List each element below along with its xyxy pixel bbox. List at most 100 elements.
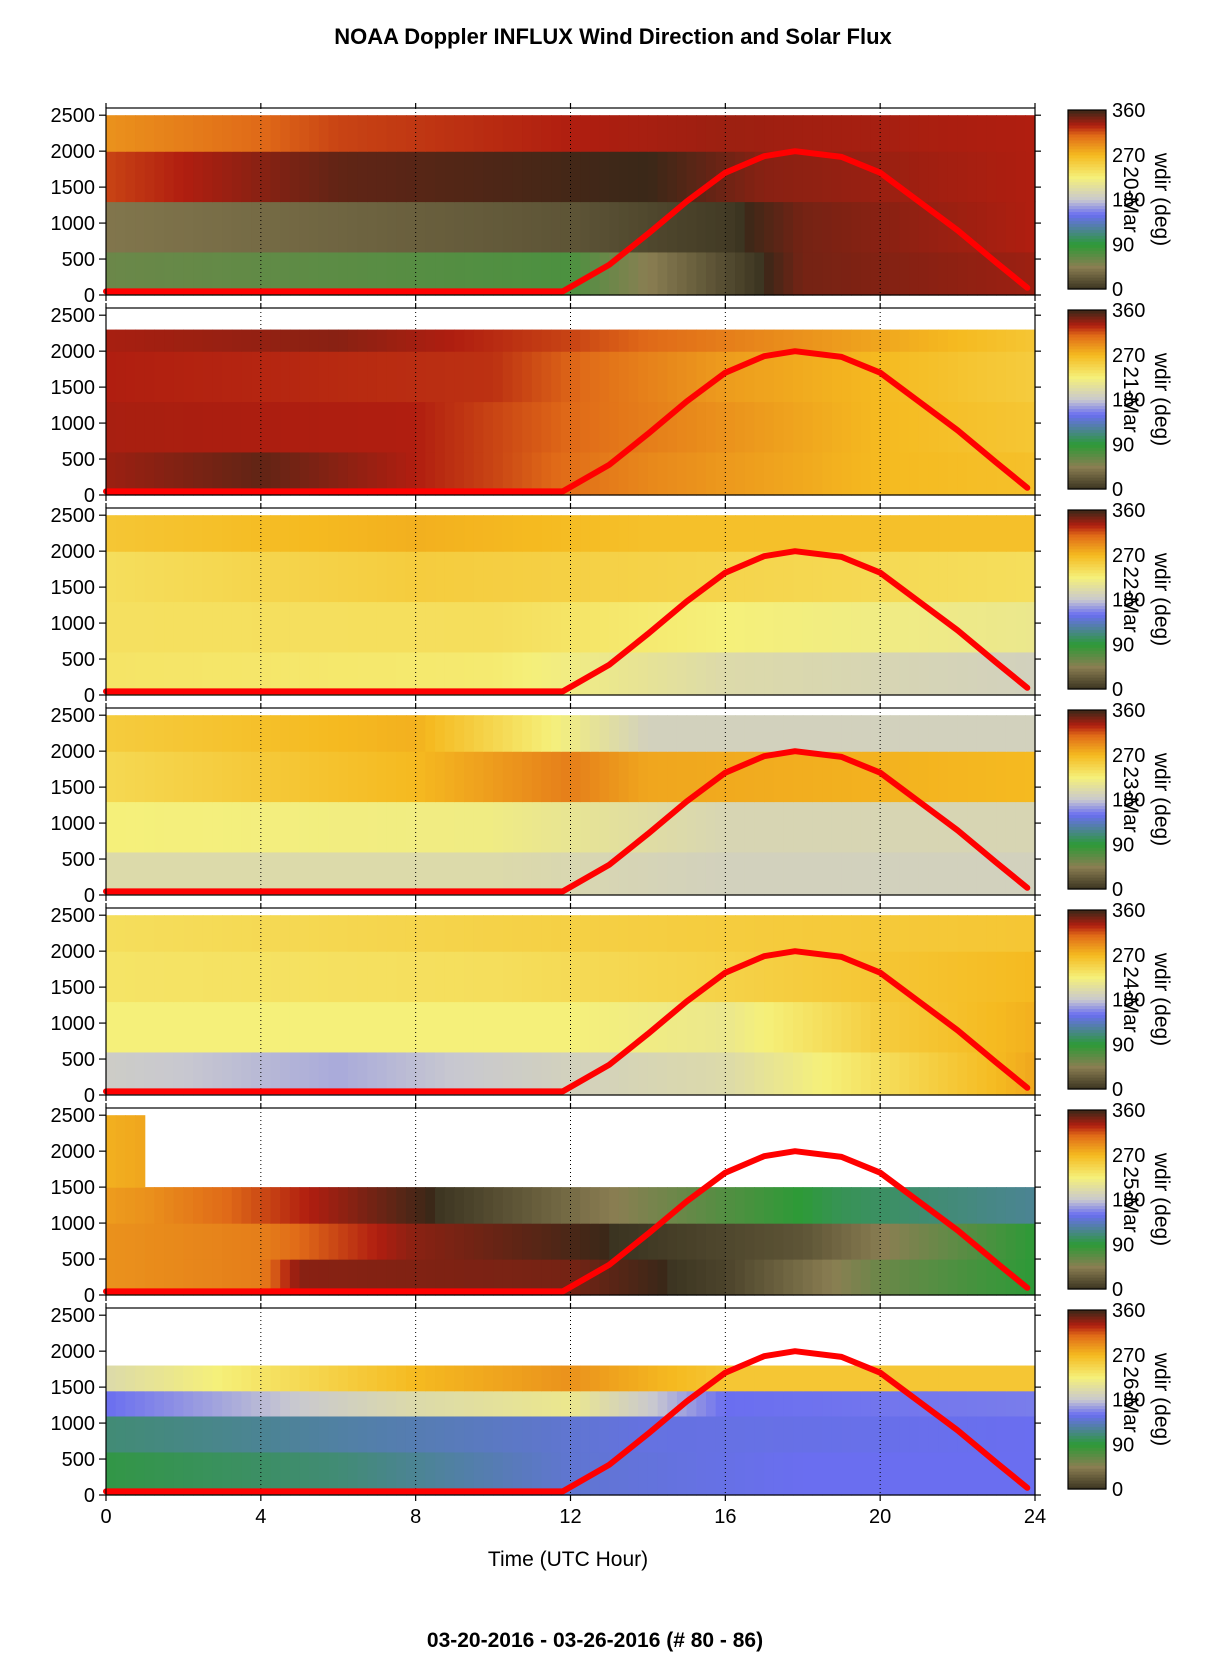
heatmap-cell <box>289 551 301 603</box>
heatmap-cell <box>106 915 117 952</box>
heatmap-cell <box>386 801 397 853</box>
heatmap-cell <box>551 329 562 352</box>
heatmap-cell <box>473 851 485 896</box>
y-tick-label: 2000 <box>51 1141 96 1163</box>
heatmap-cell <box>135 151 146 203</box>
colorbar-segment <box>1068 1005 1106 1010</box>
colorbar-segment <box>1068 1480 1106 1484</box>
heatmap-cell <box>812 115 823 152</box>
heatmap-cell <box>115 1051 126 1096</box>
heatmap-cell <box>251 201 262 253</box>
heatmap-cell <box>318 1451 330 1496</box>
heatmap-cell <box>531 1415 543 1453</box>
heatmap-cell <box>531 851 543 896</box>
heatmap-cell <box>173 551 185 603</box>
heatmap-cell <box>570 1051 581 1096</box>
heatmap-cell <box>957 115 968 152</box>
heatmap-cell <box>860 951 872 1003</box>
heatmap-cell <box>376 1187 388 1224</box>
heatmap-cell <box>483 715 494 752</box>
heatmap-cell <box>299 201 310 253</box>
heatmap-cell <box>251 151 262 203</box>
chart-title: NOAA Doppler INFLUX Wind Direction and S… <box>334 24 892 49</box>
colorbar-segment <box>1068 966 1106 971</box>
heatmap-cell <box>106 351 117 403</box>
heatmap-cell <box>415 1415 426 1453</box>
heatmap-cell <box>744 851 755 896</box>
colorbar-tick-label: 180 <box>1112 1190 1145 1212</box>
heatmap-cell <box>696 451 707 496</box>
heatmap-cell <box>493 1001 504 1053</box>
colorbar-tick-label: 270 <box>1112 945 1145 967</box>
heatmap-cell <box>938 1051 949 1096</box>
colorbar-tick-label: 180 <box>1112 990 1145 1012</box>
heatmap-cell <box>938 651 949 696</box>
colorbar-segment <box>1068 936 1106 941</box>
heatmap-cell <box>435 801 446 853</box>
heatmap-cell <box>347 1001 359 1053</box>
heatmap-cell <box>957 1451 968 1496</box>
heatmap-cell <box>744 1187 755 1224</box>
heatmap-cell <box>570 1390 581 1417</box>
x-tick-label: 8 <box>410 1506 421 1528</box>
heatmap-cell <box>270 115 281 152</box>
heatmap-cell <box>967 915 978 952</box>
heatmap-cell <box>560 651 572 696</box>
heatmap-cell <box>812 715 823 752</box>
heatmap-cell <box>841 201 852 253</box>
heatmap-cell <box>212 715 223 752</box>
heatmap-cell <box>270 1390 281 1417</box>
heatmap-cell <box>947 1259 959 1296</box>
heatmap-cell <box>318 1365 330 1392</box>
heatmap-cell <box>1005 329 1017 352</box>
heatmap-cell <box>473 1223 485 1260</box>
heatmap-cell <box>405 1365 417 1392</box>
y-tick-label: 1000 <box>51 613 96 635</box>
heatmap-cell <box>822 151 833 203</box>
heatmap-cell <box>367 1259 378 1296</box>
heatmap-cell <box>435 401 446 453</box>
heatmap-cell <box>289 1415 301 1453</box>
heatmap-cell <box>764 515 775 552</box>
heatmap-cell <box>444 1187 455 1224</box>
heatmap-cell <box>928 601 939 653</box>
heatmap-cell <box>909 601 920 653</box>
heatmap-cell <box>870 1187 881 1224</box>
heatmap-cell <box>676 551 688 603</box>
heatmap-cell <box>909 751 920 803</box>
colorbar-segment <box>1068 357 1106 362</box>
heatmap-cell <box>502 951 514 1003</box>
heatmap-cell <box>1005 1223 1017 1260</box>
heatmap-cell <box>309 801 320 853</box>
heatmap-cell <box>193 401 204 453</box>
heatmap-cell <box>947 1415 959 1453</box>
heatmap-cell <box>309 1187 320 1224</box>
colorbar-tick-label: 270 <box>1112 1145 1145 1167</box>
heatmap-cell <box>164 915 175 952</box>
heatmap-cell <box>657 715 668 752</box>
heatmap-cell <box>628 1001 639 1053</box>
heatmap-cell <box>386 329 397 352</box>
heatmap-cell <box>289 1390 301 1417</box>
heatmap-cell <box>415 715 426 752</box>
heatmap-cell <box>289 1051 301 1096</box>
heatmap-cell <box>822 329 833 352</box>
heatmap-cell <box>918 651 930 696</box>
heatmap-cell <box>222 551 233 603</box>
heatmap-cell <box>241 915 252 952</box>
heatmap-cell <box>473 401 485 453</box>
heatmap-cell <box>473 1001 485 1053</box>
heatmap-cell <box>802 601 814 653</box>
heatmap-cell <box>309 751 320 803</box>
heatmap-cell <box>251 801 262 853</box>
heatmap-cell <box>909 851 920 896</box>
heatmap-cell <box>251 1187 262 1224</box>
heatmap-cell <box>357 1451 368 1496</box>
colorbar-label: wdir (deg) <box>1150 952 1173 1046</box>
heatmap-cell <box>328 915 339 952</box>
heatmap-cell <box>164 1451 175 1496</box>
colorbar-segment <box>1068 402 1106 407</box>
colorbar-segment <box>1068 656 1106 660</box>
heatmap-cell <box>299 715 310 752</box>
heatmap-cell <box>425 601 436 653</box>
